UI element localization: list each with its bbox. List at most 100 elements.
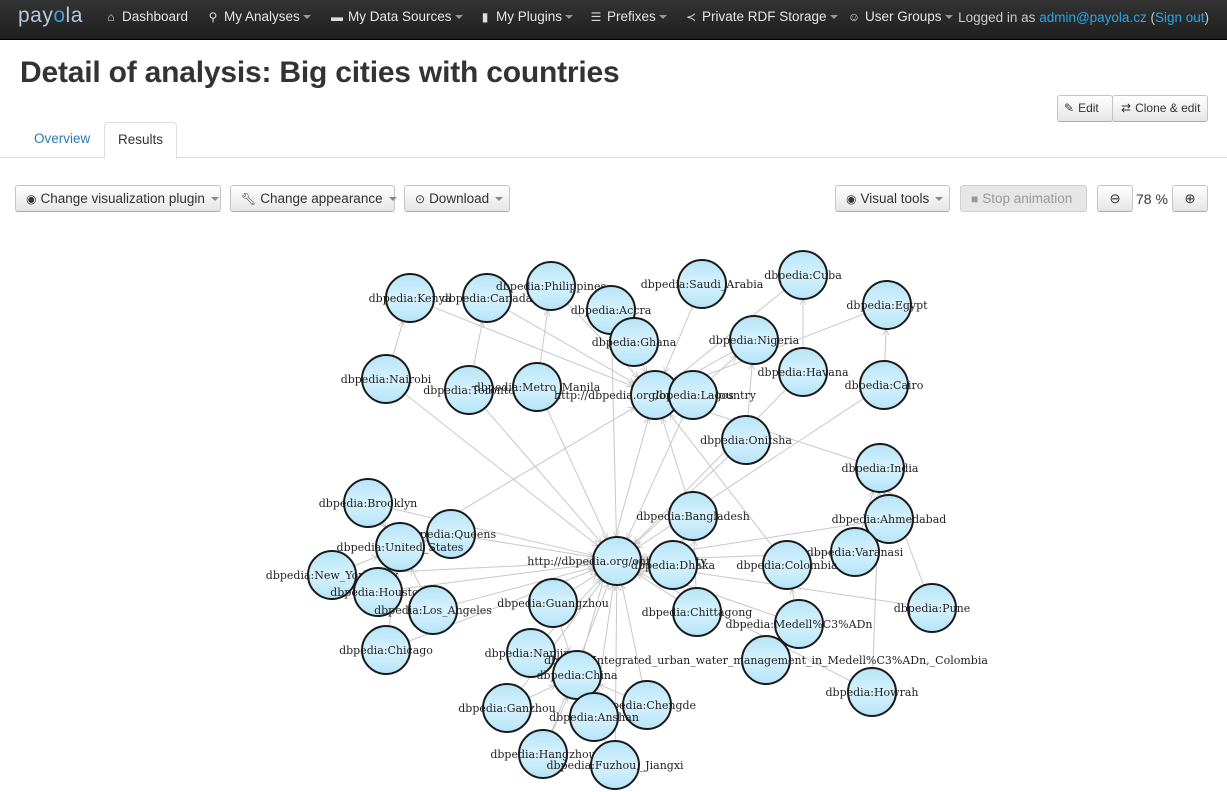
graph-node-india[interactable]: dbpedia:India bbox=[841, 443, 919, 493]
graph-node-circle[interactable] bbox=[353, 567, 403, 617]
graph-node-circle[interactable] bbox=[506, 628, 556, 678]
graph-node-circle[interactable] bbox=[830, 527, 880, 577]
graph-node-circle[interactable] bbox=[385, 273, 435, 323]
graph-node-medellin[interactable]: dbpedia:Medell%C3%ADn bbox=[726, 599, 873, 649]
graph-node-circle[interactable] bbox=[668, 370, 718, 420]
graph-node-bangladesh[interactable]: dbpedia:Bangladesh bbox=[636, 491, 750, 541]
graph-node-howrah[interactable]: dbpedia:Howrah bbox=[826, 667, 919, 717]
nav-item-prefixes[interactable]: ☰ Prefixes bbox=[589, 0, 667, 34]
graph-node-circle[interactable] bbox=[847, 667, 897, 717]
graph-node-philippines[interactable]: dbpedia:Philippines bbox=[496, 261, 607, 311]
graph-node-circle[interactable] bbox=[668, 491, 718, 541]
graph-node-circle[interactable] bbox=[307, 550, 357, 600]
graph-node-pune[interactable]: dbpedia:Pune bbox=[894, 583, 971, 633]
graph-node-brooklyn[interactable]: dbpedia:Brooklyn bbox=[319, 478, 418, 528]
tab-results[interactable]: Results bbox=[104, 122, 178, 159]
graph-node-circle[interactable] bbox=[609, 317, 659, 367]
graph-node-circle[interactable] bbox=[444, 365, 494, 415]
graph-node-ghana[interactable]: dbpedia:Ghana bbox=[592, 317, 677, 367]
graph-node-toronto[interactable]: dbpedia:Toronto bbox=[423, 365, 515, 415]
graph-node-circle[interactable] bbox=[361, 354, 411, 404]
graph-node-circle[interactable] bbox=[408, 585, 458, 635]
tab-overview[interactable]: Overview bbox=[21, 122, 103, 158]
graph-node-circle[interactable] bbox=[526, 261, 576, 311]
graph-node-circle[interactable] bbox=[778, 347, 828, 397]
graph-node-circle[interactable] bbox=[528, 578, 578, 628]
change-visualization-plugin-button[interactable]: ◉ Change visualization plugin bbox=[15, 185, 221, 212]
graph-node-circle[interactable] bbox=[677, 259, 727, 309]
graph-node-dhaka[interactable]: dbpedia:Dhaka bbox=[631, 540, 716, 590]
graph-node-circle[interactable] bbox=[462, 273, 512, 323]
graph-node-circle[interactable] bbox=[864, 494, 914, 544]
graph-node-chittagong[interactable]: dbpedia:Chittagong bbox=[642, 587, 753, 637]
graph-node-circle[interactable] bbox=[907, 583, 957, 633]
graph-node-us[interactable]: dbpedia:United_States bbox=[337, 522, 464, 572]
graph-node-circle[interactable] bbox=[361, 625, 411, 675]
graph-node-circle[interactable] bbox=[855, 443, 905, 493]
nav-item-dashboard[interactable]: ⌂ Dashboard bbox=[104, 0, 188, 34]
graph-node-circle[interactable] bbox=[729, 315, 779, 365]
graph-node-cairo[interactable]: dbpedia:Cairo bbox=[845, 360, 924, 410]
nav-item-user-groups[interactable]: ☺ User Groups bbox=[847, 0, 953, 34]
graph-node-circle[interactable] bbox=[774, 599, 824, 649]
graph-node-hangzhou[interactable]: dbpedia:Hangzhou bbox=[490, 729, 596, 779]
clone-edit-button[interactable]: ⇄ Clone & edit bbox=[1112, 95, 1208, 122]
graph-node-integrated[interactable]: dbpedia:Integrated_urban_water_managemen… bbox=[544, 635, 988, 685]
graph-node-circle[interactable] bbox=[721, 415, 771, 465]
graph-node-circle[interactable] bbox=[482, 683, 532, 733]
change-appearance-button[interactable]: 🔧︎ Change appearance bbox=[230, 185, 397, 212]
download-button[interactable]: ⊙ Download bbox=[404, 185, 510, 212]
zoom-out-button[interactable]: ⊖ bbox=[1097, 185, 1133, 212]
graph-node-nairobi[interactable]: dbpedia:Nairobi bbox=[341, 354, 432, 404]
graph-node-manila[interactable]: dbpedia:Metro_Manila bbox=[474, 362, 601, 412]
graph-node-houston[interactable]: dbpedia:Houston bbox=[330, 567, 426, 617]
graph-node-circle[interactable] bbox=[672, 587, 722, 637]
graph-node-circle[interactable] bbox=[375, 522, 425, 572]
user-email-link[interactable]: admin@payola.cz bbox=[1039, 10, 1147, 25]
nav-item-my-plugins[interactable]: ▮ My Plugins bbox=[478, 0, 574, 34]
graph-node-fuzhou[interactable]: dbpedia:Fuzhou,_Jiangxi bbox=[546, 740, 684, 790]
graph-node-lagos[interactable]: dbpedia:Lagos bbox=[652, 370, 734, 420]
graph-node-circle[interactable] bbox=[518, 729, 568, 779]
graph-node-circle[interactable] bbox=[512, 362, 562, 412]
graph-node-chicago[interactable]: dbpedia:Chicago bbox=[339, 625, 433, 675]
graph-node-queens[interactable]: dbpedia:Queens bbox=[406, 509, 497, 559]
nav-item-my-analyses[interactable]: ⚲ My Analyses bbox=[206, 0, 311, 34]
visual-tools-button[interactable]: ◉ Visual tools bbox=[835, 185, 950, 212]
graph-node-anshan[interactable]: dbpedia:Anshan bbox=[549, 692, 639, 742]
graph-node-circle[interactable] bbox=[741, 635, 791, 685]
graph-node-varanasi[interactable]: dbpedia:Varanasi bbox=[807, 527, 904, 577]
graph-node-kenya[interactable]: dbpedia:Kenya bbox=[369, 273, 452, 323]
graph-node-circle[interactable] bbox=[762, 540, 812, 590]
graph-node-ganzhou[interactable]: dbpedia:Ganzhou bbox=[458, 683, 556, 733]
graph-node-circle[interactable] bbox=[592, 536, 642, 586]
graph-node-chengde[interactable]: dbpedia:Chengde bbox=[598, 680, 696, 730]
graph-node-circle[interactable] bbox=[648, 540, 698, 590]
nav-item-private-rdf-storage[interactable]: ≺ Private RDF Storage bbox=[684, 0, 838, 34]
nav-item-my-data-sources[interactable]: ▬ My Data Sources bbox=[330, 0, 463, 34]
graph-node-circle[interactable] bbox=[778, 250, 828, 300]
zoom-in-button[interactable]: ⊕ bbox=[1172, 185, 1208, 212]
graph-node-circle[interactable] bbox=[343, 478, 393, 528]
graph-visualization[interactable]: dbpedia:Kenyadbpedia:Canadadbpedia:Phili… bbox=[0, 220, 1227, 792]
graph-node-nigeria[interactable]: dbpedia:Nigeria bbox=[709, 315, 800, 365]
stop-animation-button[interactable]: ■ Stop animation bbox=[960, 185, 1087, 212]
graph-node-circle[interactable] bbox=[859, 360, 909, 410]
graph-node-egypt[interactable]: dbpedia:Egypt bbox=[846, 280, 928, 330]
graph-node-circle[interactable] bbox=[590, 740, 640, 790]
graph-node-circle[interactable] bbox=[569, 692, 619, 742]
graph-node-circle[interactable] bbox=[622, 680, 672, 730]
graph-node-circle[interactable] bbox=[862, 280, 912, 330]
graph-node-ahmedabad[interactable]: dbpedia:Ahmedabad bbox=[832, 494, 947, 544]
edit-button[interactable]: ✎ Edit bbox=[1057, 95, 1113, 122]
graph-node-cuba[interactable]: dbpedia:Cuba bbox=[764, 250, 842, 300]
graph-node-nanjing[interactable]: dbpedia:Nanjing bbox=[485, 628, 578, 678]
graph-node-la[interactable]: dbpedia:Los_Angeles bbox=[374, 585, 492, 635]
graph-node-circle[interactable] bbox=[426, 509, 476, 559]
graph-node-havana[interactable]: dbpedia:Havana bbox=[757, 347, 849, 397]
graph-node-colombia[interactable]: dbpedia:Colombia bbox=[736, 540, 838, 590]
payola-logo[interactable]: payola bbox=[18, 4, 83, 27]
graph-node-onitsha[interactable]: dbpedia:Onitsha bbox=[700, 415, 792, 465]
graph-node-saudi[interactable]: dbpedia:Saudi_Arabia bbox=[641, 259, 764, 309]
graph-node-china[interactable]: dbpedia:China bbox=[536, 650, 618, 700]
